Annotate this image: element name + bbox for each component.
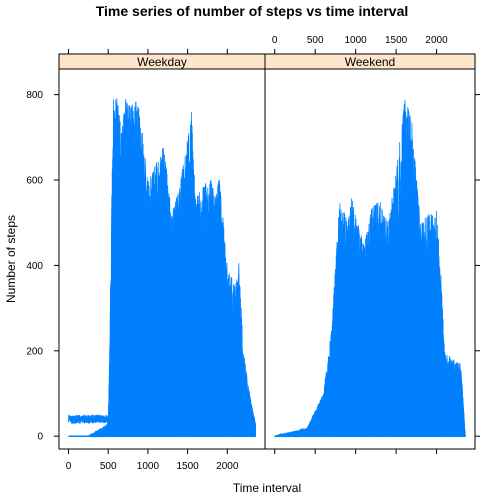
- y-tick-label-800: 800: [26, 90, 43, 101]
- x-tick-label-top-0: 0: [272, 35, 278, 46]
- x-axis-label: Time interval: [233, 481, 301, 495]
- series-weekend-line: [274, 99, 466, 438]
- x-axis-bottom-weekday: 0 500 1000 1500 2000: [66, 449, 438, 472]
- x-tick-label-bottom-2000: 2000: [216, 461, 239, 472]
- y-tick-label-600: 600: [26, 176, 43, 187]
- x-tick-label-top-1500: 1500: [385, 35, 408, 46]
- chart-title: Time series of number of steps vs time i…: [96, 3, 409, 19]
- x-tick-label-bottom-500: 500: [100, 461, 117, 472]
- panel-label-weekday: Weekday: [137, 55, 187, 69]
- y-tick-label-200: 200: [26, 346, 43, 357]
- x-tick-label-bottom-1000: 1000: [137, 461, 160, 472]
- x-tick-label-top-1000: 1000: [345, 35, 368, 46]
- x-tick-label-top-2000: 2000: [425, 35, 448, 46]
- series-weekday-line: [68, 98, 256, 438]
- series-line-weekday-44: [68, 118, 256, 438]
- y-axis-label: Number of steps: [4, 215, 18, 303]
- series-line-weekend-39: [274, 149, 466, 438]
- y-tick-label-0: 0: [37, 432, 43, 443]
- panel-frame-weekend: [264, 68, 476, 450]
- x-axis-top-weekend: 0 500 1000 1500 2000: [68, 35, 448, 54]
- x-tick-label-top-500: 500: [307, 35, 324, 46]
- panel-label-weekend: Weekend: [345, 55, 395, 69]
- x-tick-label-bottom-1500: 1500: [176, 461, 199, 472]
- x-tick-label-bottom-0: 0: [66, 461, 72, 472]
- y-tick-label-400: 400: [26, 261, 43, 272]
- y-axis-left: 0 200 400 600 800: [26, 90, 480, 443]
